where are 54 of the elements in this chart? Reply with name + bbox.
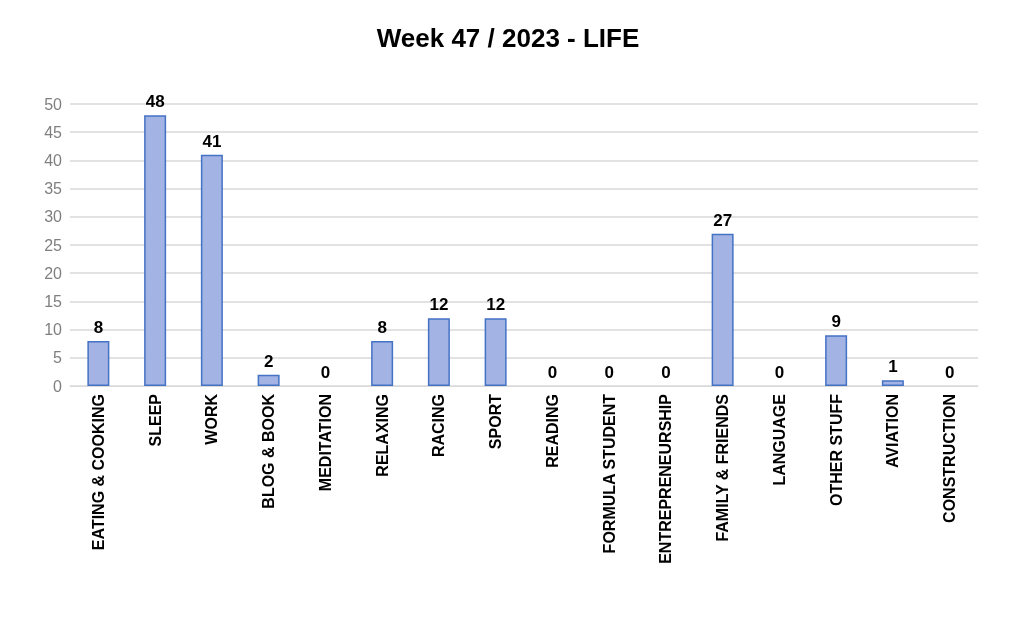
data-label: 1 (888, 357, 898, 377)
data-label: 0 (661, 363, 671, 382)
data-label: 0 (604, 363, 614, 382)
bar (200, 154, 223, 386)
y-tick-label: 50 (44, 95, 63, 113)
y-tick-label: 25 (44, 236, 63, 254)
data-label: 8 (93, 317, 104, 337)
y-tick-label: 40 (44, 151, 63, 169)
x-tick-label: AVIATION (884, 394, 902, 469)
x-tick-label: ENTREPRENEURSHIP (657, 393, 675, 564)
bar (371, 340, 394, 386)
x-tick-label: EATING & COOKING (89, 394, 107, 551)
y-tick-label: 20 (44, 264, 63, 282)
y-tick-label: 45 (44, 123, 63, 141)
y-tick-label: 30 (44, 208, 63, 226)
data-label: 12 (486, 295, 506, 315)
data-label: 12 (429, 295, 449, 315)
data-label: 48 (145, 92, 165, 112)
data-label: 2 (263, 351, 274, 371)
y-tick-label: 15 (44, 292, 63, 310)
chart-title: Week 47 / 2023 - LIFE (376, 23, 640, 53)
y-tick-label: 0 (53, 377, 63, 395)
bar (711, 233, 734, 386)
x-tick-label: BLOG & BOOK (260, 393, 278, 509)
data-label: 0 (547, 363, 558, 382)
x-tick-label: CONSTRUCTION (941, 394, 959, 523)
y-tick-label: 10 (44, 321, 63, 339)
x-tick-label: RELAXING (373, 394, 391, 477)
bar (427, 318, 450, 386)
bar (144, 115, 167, 386)
y-tick-label: 35 (44, 180, 63, 198)
bar (257, 374, 280, 386)
x-tick-label: OTHER STUFF (827, 393, 845, 506)
x-tick-label: MEDITATION (316, 394, 334, 492)
data-label: 0 (774, 363, 785, 382)
x-tick-label: LANGUAGE (770, 393, 788, 486)
x-tick-label: FORMULA STUDENT (600, 393, 618, 554)
bar (87, 340, 110, 386)
data-label: 41 (202, 131, 222, 151)
data-label: 0 (320, 363, 331, 382)
data-label: 9 (831, 312, 841, 332)
x-tick-label: RACING (430, 394, 448, 458)
data-label: 27 (713, 210, 733, 230)
x-tick-label: SPORT (487, 393, 505, 450)
x-tick-label: SLEEP (146, 393, 164, 447)
data-label: 8 (377, 317, 387, 337)
y-tick-label: 5 (53, 349, 63, 367)
bar (881, 380, 904, 386)
x-tick-label: FAMILY & FRIENDS (714, 393, 732, 542)
bar (825, 335, 848, 386)
x-tick-label: READING (543, 394, 561, 468)
data-label: 0 (944, 363, 955, 382)
x-tick-label: WORK (203, 393, 221, 445)
bar (484, 318, 507, 386)
